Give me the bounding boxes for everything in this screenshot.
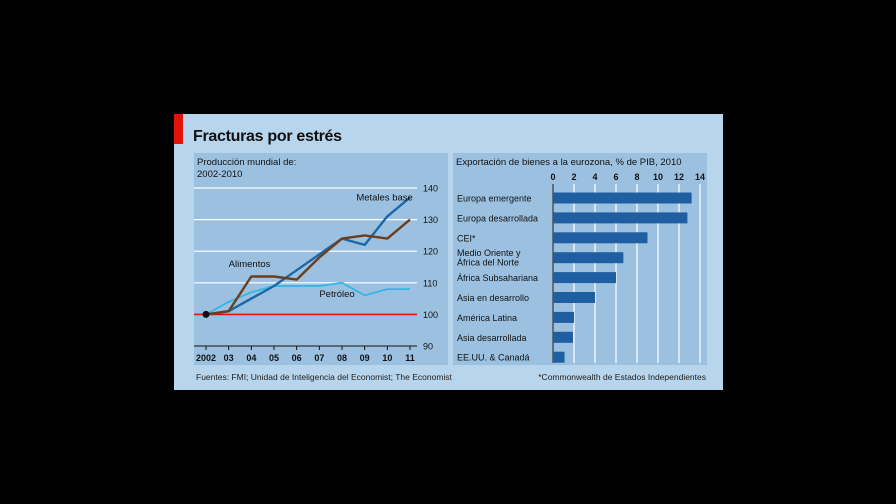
line-chart-title-2: 2002-2010 — [197, 169, 243, 180]
bar — [553, 292, 595, 303]
x-tick-label: 2 — [571, 172, 576, 182]
red-accent-bar — [174, 114, 183, 144]
source-note: Fuentes: FMI; Unidad de Inteligencia del… — [196, 372, 452, 382]
y-tick-label: 140 — [423, 184, 438, 194]
x-tick-label: 2002 — [196, 353, 216, 363]
category-label: Asia desarrollada — [457, 333, 527, 343]
bar-chart-panel: Exportación de bienes a la eurozona, % d… — [453, 153, 707, 365]
x-tick-label: 10 — [382, 353, 392, 363]
series-line-2 — [205, 281, 410, 316]
origin-dot — [202, 310, 210, 318]
series-line-0 — [205, 196, 411, 316]
x-tick-label: 4 — [592, 172, 597, 182]
line-chart-panel: Producción mundial de: 2002-2010 90 100 11… — [194, 153, 448, 365]
category-label: América Latina — [457, 313, 517, 323]
line-chart: 90 100 110 120 130 140 2002 03 04 05 06 07 08 09 10 11 M… — [194, 184, 438, 363]
x-tick-label: 08 — [337, 353, 347, 363]
x-tick-label: 09 — [360, 353, 370, 363]
bar — [553, 232, 648, 244]
category-label: EE.UU. & Canadá — [457, 353, 530, 363]
series-line-1 — [205, 218, 411, 316]
category-label: CEI* — [457, 233, 476, 243]
bar-chart: 0 2 4 6 8 10 12 14 Europa emergente Europa desarr… — [457, 172, 705, 363]
x-tick-label: 06 — [292, 353, 302, 363]
x-tick-label: 07 — [314, 353, 324, 363]
y-tick-label: 100 — [423, 310, 438, 320]
x-tick-label: 8 — [634, 172, 639, 182]
category-label: África Subsahariana — [457, 273, 538, 283]
page-title: Fracturas por estrés — [193, 128, 342, 145]
x-tick-label: 12 — [674, 172, 684, 182]
x-tick-label: 11 — [405, 353, 415, 363]
category-label: África del Norte — [457, 258, 519, 268]
bar — [553, 311, 574, 323]
line-chart-title-1: Producción mundial de: — [197, 157, 297, 168]
x-tick-label: 10 — [653, 172, 663, 182]
x-tick-label: 0 — [550, 172, 555, 182]
y-tick-label: 110 — [423, 278, 437, 288]
category-label: Europa desarrollada — [457, 213, 538, 223]
bar — [553, 252, 624, 264]
bar — [553, 331, 573, 343]
x-tick-label: 03 — [224, 353, 234, 363]
x-tick-label: 6 — [613, 172, 618, 182]
x-tick-label: 14 — [695, 172, 705, 182]
bar-chart-title: Exportación de bienes a la eurozona, % d… — [456, 157, 682, 168]
x-tick-label: 05 — [269, 353, 279, 363]
category-label: Europa emergente — [457, 194, 532, 204]
series-label: Petróleo — [319, 289, 354, 300]
bar — [553, 212, 688, 224]
y-tick-label: 120 — [423, 247, 438, 257]
series-label: Alimentos — [229, 259, 271, 270]
series-label: Metales base — [356, 193, 413, 204]
category-label: Medio Oriente y — [457, 248, 521, 258]
y-tick-label: 90 — [423, 342, 433, 352]
bar — [553, 351, 565, 363]
bar — [553, 272, 616, 284]
y-tick-label: 130 — [423, 215, 438, 225]
bar — [553, 192, 692, 204]
chart-card: Fracturas por estrés Producción mundial … — [174, 114, 723, 390]
footnote: *Commonwealth de Estados Independientes — [538, 372, 706, 382]
category-label: Asia en desarrollo — [457, 293, 529, 303]
x-tick-label: 04 — [246, 353, 256, 363]
